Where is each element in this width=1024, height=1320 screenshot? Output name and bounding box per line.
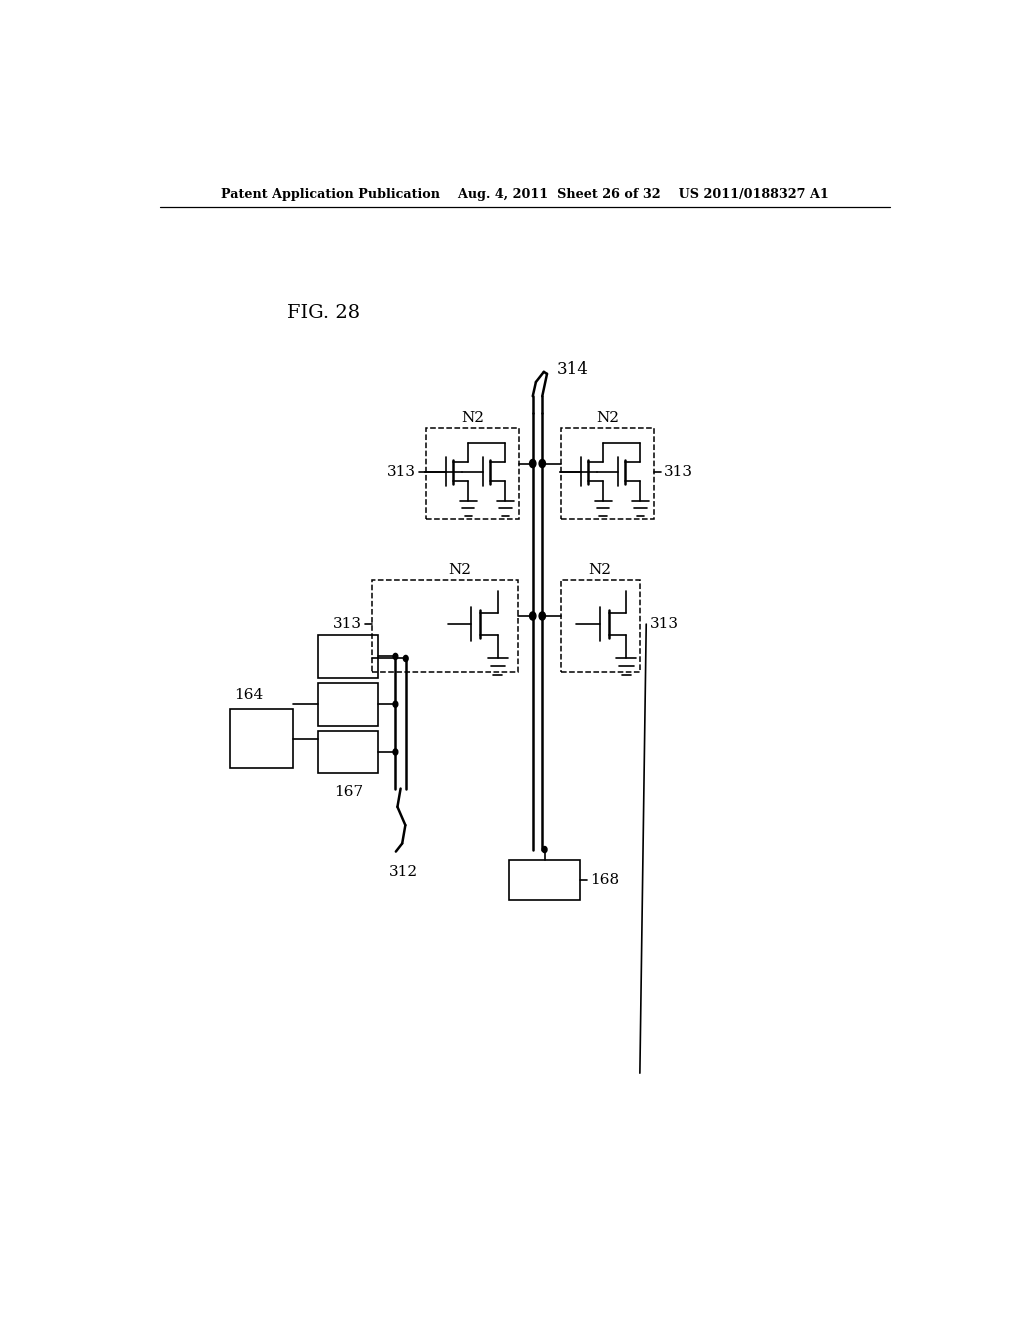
Text: 313: 313: [333, 618, 362, 631]
Circle shape: [539, 459, 546, 467]
Bar: [318, 682, 378, 726]
Text: 313: 313: [664, 465, 692, 479]
Text: 167: 167: [334, 784, 362, 799]
Bar: [372, 581, 518, 672]
Text: 312: 312: [389, 865, 419, 879]
Bar: [318, 635, 378, 677]
Text: Patent Application Publication    Aug. 4, 2011  Sheet 26 of 32    US 2011/018832: Patent Application Publication Aug. 4, 2…: [221, 189, 828, 202]
Text: N2: N2: [449, 564, 471, 577]
Text: N2: N2: [596, 411, 618, 425]
Bar: [318, 731, 378, 774]
Circle shape: [529, 459, 536, 467]
Text: N2: N2: [589, 564, 611, 577]
Circle shape: [403, 656, 409, 661]
Text: N2: N2: [461, 411, 484, 425]
Circle shape: [393, 653, 398, 660]
Circle shape: [393, 748, 398, 755]
Text: FIG. 28: FIG. 28: [287, 304, 359, 322]
Bar: [560, 428, 654, 519]
Circle shape: [543, 846, 547, 853]
Circle shape: [529, 612, 536, 620]
Text: 168: 168: [590, 873, 618, 887]
Text: 164: 164: [234, 688, 263, 702]
Text: 314: 314: [557, 362, 589, 379]
Bar: [229, 709, 293, 768]
Circle shape: [539, 612, 546, 620]
Bar: [560, 581, 640, 672]
Text: 313: 313: [387, 465, 416, 479]
Bar: [426, 428, 519, 519]
Bar: [509, 859, 581, 900]
Circle shape: [393, 701, 398, 708]
Text: 313: 313: [649, 618, 678, 631]
